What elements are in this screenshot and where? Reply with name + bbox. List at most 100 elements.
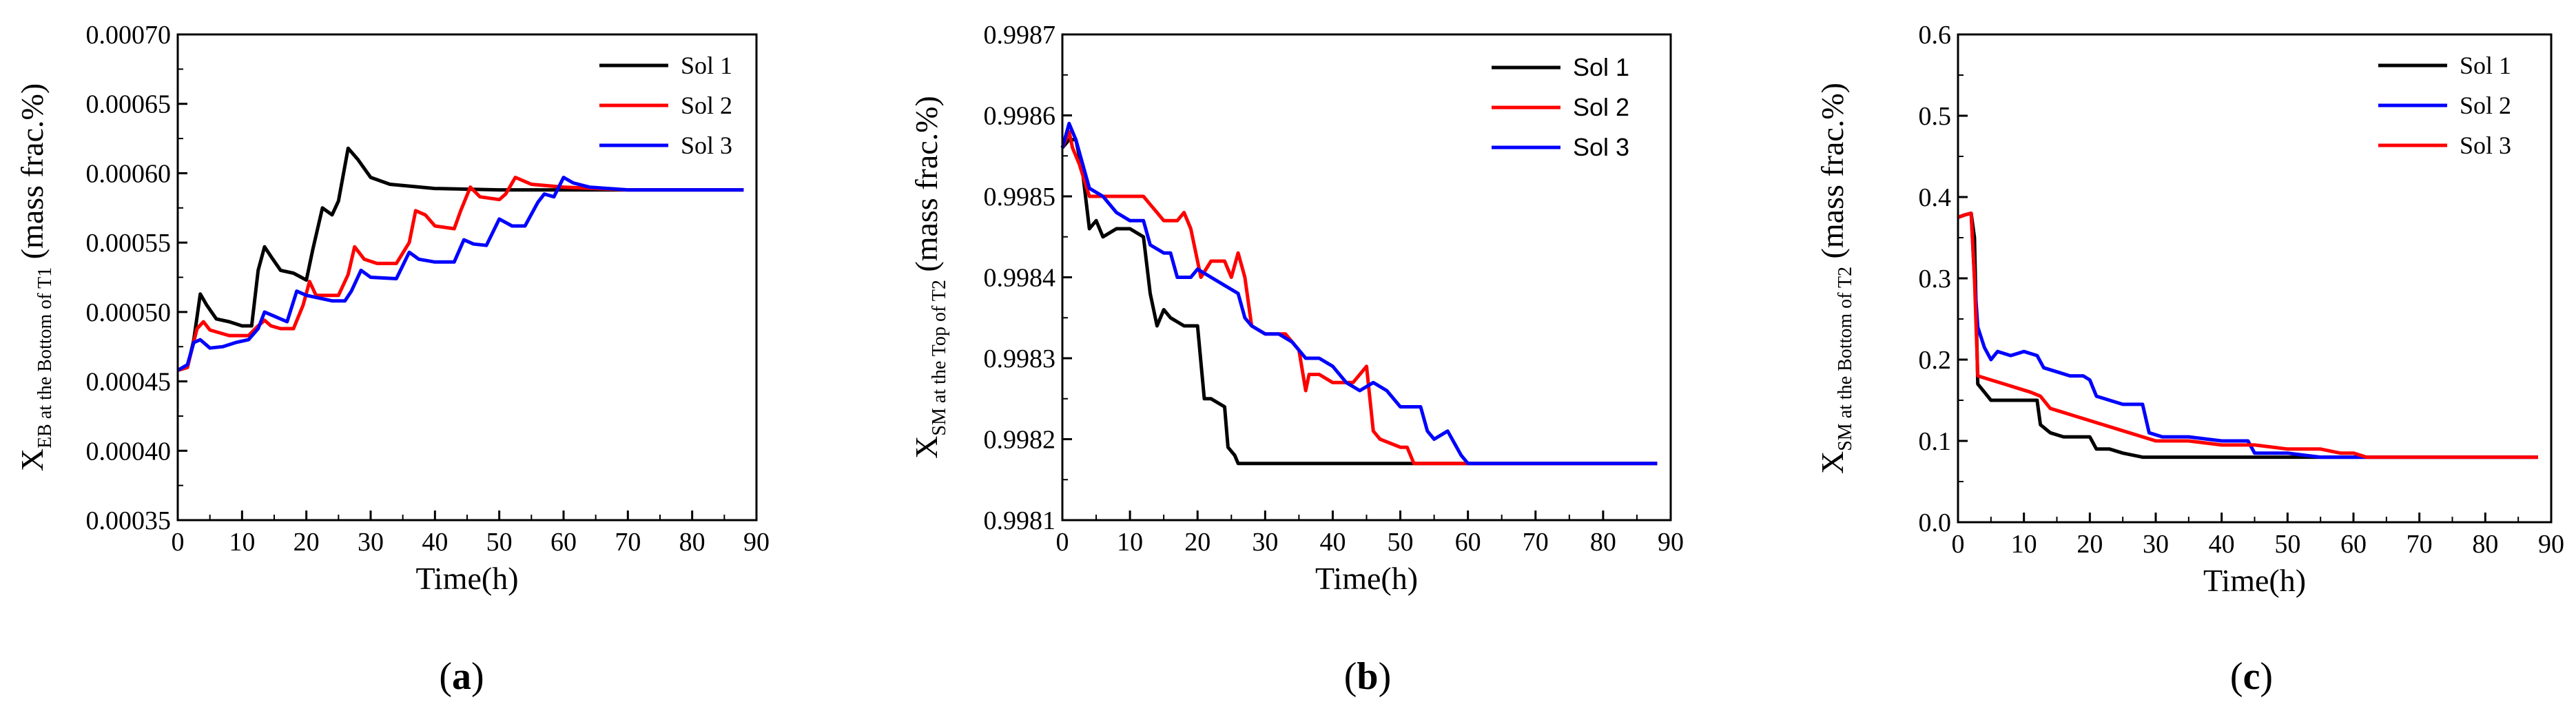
legend-label: Sol 1	[2460, 52, 2511, 79]
legend-label: Sol 2	[2460, 92, 2511, 119]
y-tick-label: 0.00065	[86, 90, 172, 119]
x-tick-label: 50	[1388, 528, 1414, 557]
x-axis-title: Time(h)	[1315, 561, 1418, 596]
panel-label-open: (	[1344, 655, 1357, 698]
series-line-sol-3	[1957, 212, 2538, 460]
y-axis-title-suffix: (mass frac.%)	[14, 83, 50, 267]
x-tick-label: 80	[1590, 528, 1616, 557]
legend-label: Sol 3	[681, 132, 732, 159]
x-tick-label: 10	[1117, 528, 1143, 557]
y-axis-title: XEB at the Bottom of T1 (mass frac.%)	[14, 83, 56, 471]
legend-label: Sol 3	[1573, 133, 1629, 161]
y-tick-label: 0.00035	[86, 506, 172, 535]
legend: Sol 1 Sol 2 Sol 3	[599, 52, 732, 159]
series-group	[1957, 212, 2538, 460]
y-tick-label: 0.0	[1919, 508, 1952, 537]
x-tick-label: 40	[2209, 530, 2235, 559]
panel-label: (b)	[1344, 655, 1391, 698]
panel-label: (c)	[2230, 655, 2273, 698]
y-tick-label: 0.5	[1919, 102, 1952, 131]
x-tick-label: 90	[2538, 530, 2564, 559]
panel-label-close: )	[1379, 655, 1392, 698]
panel-label-letter: a	[452, 655, 471, 698]
y-tick-label: 0.00055	[86, 229, 172, 258]
panel-label-letter: c	[2243, 655, 2260, 698]
x-tick-label: 10	[229, 528, 255, 557]
x-tick-label: 50	[2274, 530, 2300, 559]
x-tick-label: 30	[358, 528, 384, 557]
y-axis-title-subscript: SM at the Top of T2	[929, 280, 950, 435]
y-tick-label: 0.3	[1919, 265, 1952, 293]
x-axis-title: Time(h)	[415, 561, 518, 596]
panel-label-open: (	[2230, 655, 2243, 698]
x-tick-label: 80	[2472, 530, 2498, 559]
legend: Sol 1 Sol 2 Sol 3	[2378, 52, 2511, 159]
panel-label-close: )	[2260, 655, 2273, 698]
x-tick-label: 70	[2407, 530, 2433, 559]
series-line-sol-3	[176, 176, 744, 372]
series-line-sol-3	[1060, 121, 1658, 466]
series-line-sol-1	[1061, 138, 1658, 466]
chart-panel-2: 0 10 20 30 40 50 60 70 80 90 0.0 0.1 0.2 0.3 0.4 0.5 0.6…	[1815, 21, 2564, 698]
legend-label: Sol 1	[681, 52, 732, 79]
y-axis-title-main: X	[909, 436, 944, 459]
panel-label-open: (	[439, 655, 452, 698]
series-line-sol-1	[1957, 212, 2538, 460]
x-tick-label: 40	[422, 528, 448, 557]
x-tick-label: 50	[486, 528, 513, 557]
x-tick-label: 80	[679, 528, 705, 557]
x-tick-label: 20	[293, 528, 320, 557]
x-tick-label: 70	[615, 528, 641, 557]
y-axis-title-subscript: SM at the Bottom of T2	[1835, 267, 1856, 451]
panel-label: (a)	[439, 655, 484, 698]
series-group	[176, 146, 744, 372]
chart-panel-0: 0 10 20 30 40 50 60 70 80 90 0.00035 0.00040 0.00045…	[14, 21, 770, 698]
y-axis-title-main: X	[1815, 451, 1850, 474]
y-tick-label: 0.9981	[984, 506, 1056, 535]
series-line-sol-2	[1060, 130, 1658, 466]
x-tick-label: 30	[1252, 528, 1278, 557]
x-axis-title: Time(h)	[2203, 563, 2306, 598]
y-tick-label: 0.1	[1919, 427, 1952, 456]
y-tick-label: 0.2	[1919, 346, 1952, 375]
x-tick-label: 90	[743, 528, 770, 557]
y-tick-label: 0.9982	[984, 426, 1056, 455]
x-tick-label: 60	[550, 528, 577, 557]
y-axis-title-suffix: (mass frac.%)	[1815, 83, 1850, 267]
x-tick-label: 20	[1184, 528, 1210, 557]
x-tick-label: 0	[172, 528, 185, 557]
x-tick-label: 0	[1056, 528, 1069, 557]
plot-frame	[176, 33, 758, 522]
x-tick-label: 10	[2011, 530, 2037, 559]
y-tick-label: 0.9985	[984, 183, 1056, 212]
y-tick-label: 0.6	[1919, 21, 1952, 50]
panel-label-letter: b	[1357, 655, 1378, 698]
series-line-sol-2	[177, 176, 744, 372]
series-line-sol-2	[1957, 212, 2538, 460]
y-axis-title: XSM at the Top of T2 (mass frac.%)	[909, 96, 950, 459]
y-axis-title-main: X	[14, 448, 50, 471]
panel-label-close: )	[471, 655, 484, 698]
y-tick-label: 0.4	[1919, 183, 1952, 212]
y-tick-label: 0.00045	[86, 368, 172, 397]
y-tick-label: 0.9986	[984, 102, 1056, 131]
y-axis-title-suffix: (mass frac.%)	[909, 96, 944, 280]
y-axis-title-subscript: EB at the Bottom of T1	[34, 267, 56, 448]
chart-panel-1: 0 10 20 30 40 50 60 70 80 90 0.9981 0.9982 0.9983 0.9…	[909, 21, 1684, 698]
x-tick-label: 90	[1658, 528, 1684, 557]
y-tick-label: 0.00070	[86, 21, 172, 50]
x-tick-label: 40	[1319, 528, 1346, 557]
legend: Sol 1 Sol 2 Sol 3	[1492, 53, 1629, 161]
y-tick-label: 0.00040	[86, 437, 172, 466]
y-tick-label: 0.9987	[984, 21, 1056, 50]
x-tick-label: 70	[1523, 528, 1549, 557]
x-tick-label: 60	[1455, 528, 1481, 557]
x-tick-label: 60	[2340, 530, 2367, 559]
x-tick-label: 0	[1952, 530, 1965, 559]
y-tick-label: 0.9984	[984, 264, 1056, 293]
legend-label: Sol 2	[1573, 93, 1629, 121]
y-tick-label: 0.9983	[984, 344, 1056, 373]
legend-label: Sol 1	[1573, 53, 1629, 81]
series-line-sol-1	[177, 146, 744, 372]
